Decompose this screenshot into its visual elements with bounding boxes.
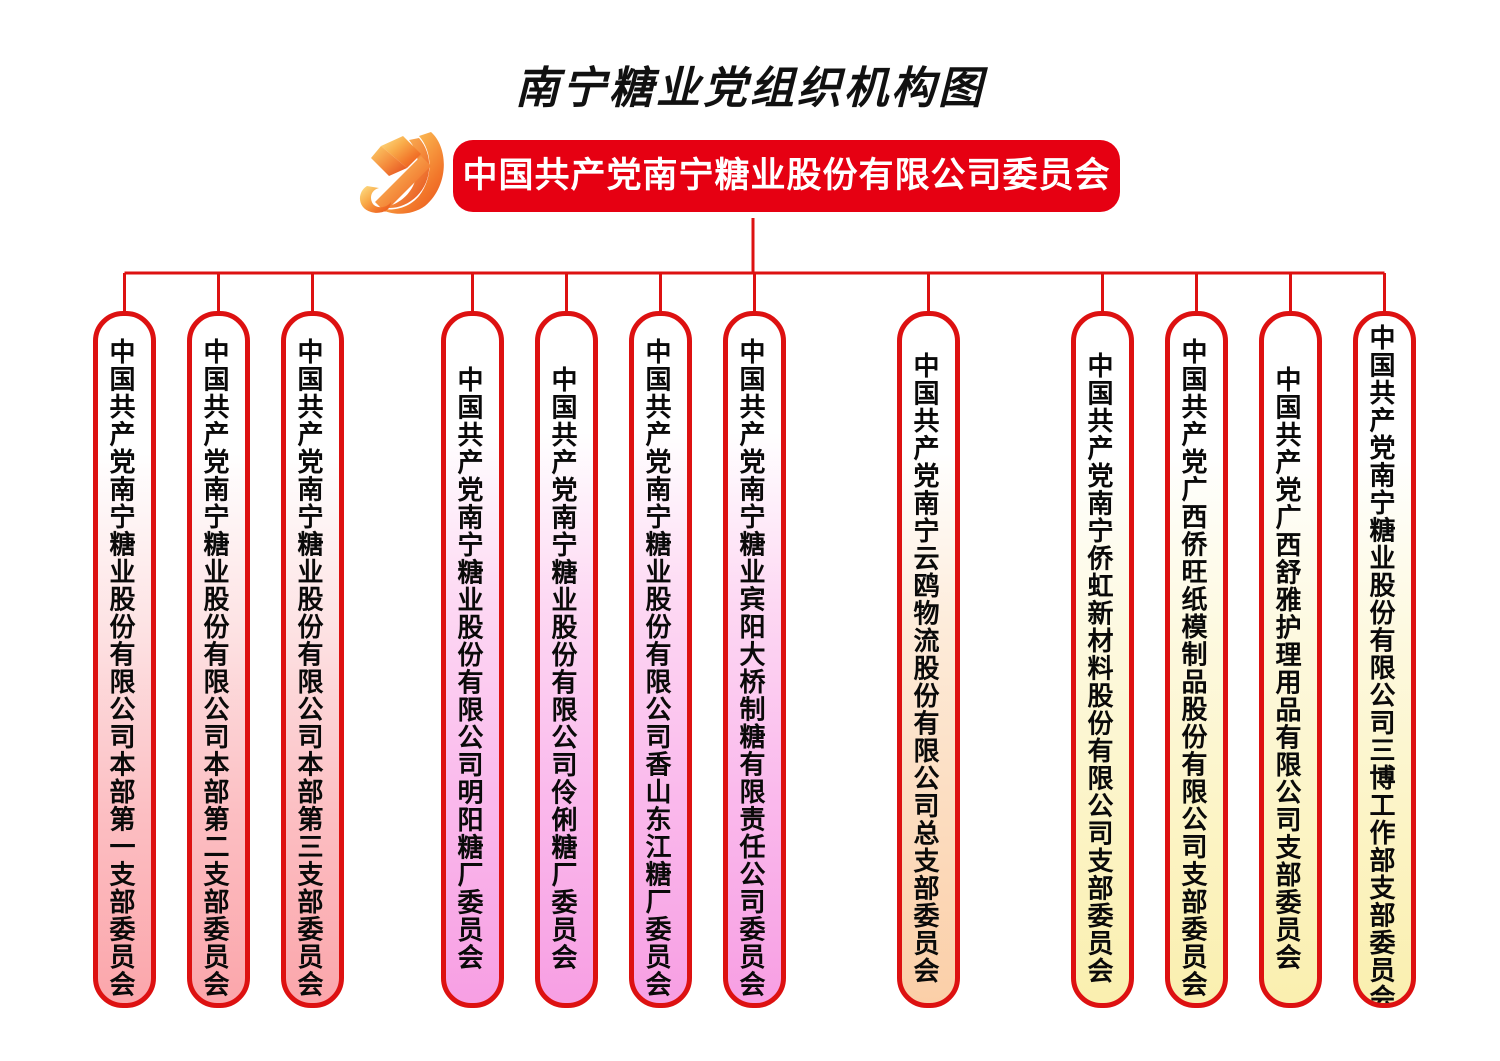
party-emblem-icon	[345, 124, 463, 220]
org-node-label: 中国共产党南宁糖业股份有限公司本部第一支部委员会	[105, 338, 135, 998]
org-node-3[interactable]: 中国共产党南宁糖业股份有限公司本部第三支部委员会	[281, 311, 344, 1008]
page-title: 南宁糖业党组织机构图	[515, 63, 985, 114]
org-node-8[interactable]: 中国共产党南宁云鸥物流股份有限公司总支部委员会	[897, 311, 960, 1008]
org-node-7[interactable]: 中国共产党南宁糖业宾阳大桥制糖有限责任公司委员会	[723, 311, 786, 1008]
org-node-label: 中国共产党广西舒雅护理用品有限公司支部委员会	[1271, 365, 1301, 971]
root-banner-label: 中国共产党南宁糖业股份有限公司委员会	[462, 155, 1111, 196]
org-node-label: 中国共产党南宁糖业宾阳大桥制糖有限责任公司委员会	[735, 338, 765, 998]
org-node-2[interactable]: 中国共产党南宁糖业股份有限公司本部第二支部委员会	[187, 311, 250, 1008]
org-node-label: 中国共产党南宁云鸥物流股份有限公司总支部委员会	[909, 351, 939, 985]
org-node-label: 中国共产党南宁糖业股份有限公司伶俐糖厂委员会	[547, 365, 577, 971]
org-node-5[interactable]: 中国共产党南宁糖业股份有限公司伶俐糖厂委员会	[535, 311, 598, 1008]
org-node-label: 中国共产党南宁糖业股份有限公司三博工作部支部委员会	[1365, 324, 1395, 1008]
org-node-12[interactable]: 中国共产党南宁糖业股份有限公司三博工作部支部委员会	[1353, 311, 1416, 1008]
org-node-4[interactable]: 中国共产党南宁糖业股份有限公司明阳糖厂委员会	[441, 311, 504, 1008]
org-node-label: 中国共产党南宁糖业股份有限公司本部第三支部委员会	[293, 338, 323, 998]
org-node-label: 中国共产党广西侨旺纸模制品股份有限公司支部委员会	[1177, 338, 1207, 998]
org-node-label: 中国共产党南宁侨虹新材料股份有限公司支部委员会	[1083, 351, 1113, 985]
org-node-9[interactable]: 中国共产党南宁侨虹新材料股份有限公司支部委员会	[1071, 311, 1134, 1008]
org-node-10[interactable]: 中国共产党广西侨旺纸模制品股份有限公司支部委员会	[1165, 311, 1228, 1008]
org-node-11[interactable]: 中国共产党广西舒雅护理用品有限公司支部委员会	[1259, 311, 1322, 1008]
root-node: 中国共产党南宁糖业股份有限公司委员会	[345, 126, 1120, 218]
org-node-label: 中国共产党南宁糖业股份有限公司香山东江糖厂委员会	[641, 338, 671, 998]
org-node-1[interactable]: 中国共产党南宁糖业股份有限公司本部第一支部委员会	[93, 311, 156, 1008]
org-node-6[interactable]: 中国共产党南宁糖业股份有限公司香山东江糖厂委员会	[629, 311, 692, 1008]
org-node-label: 中国共产党南宁糖业股份有限公司明阳糖厂委员会	[453, 365, 483, 971]
org-node-label: 中国共产党南宁糖业股份有限公司本部第二支部委员会	[199, 338, 229, 998]
root-banner: 中国共产党南宁糖业股份有限公司委员会	[453, 140, 1120, 212]
